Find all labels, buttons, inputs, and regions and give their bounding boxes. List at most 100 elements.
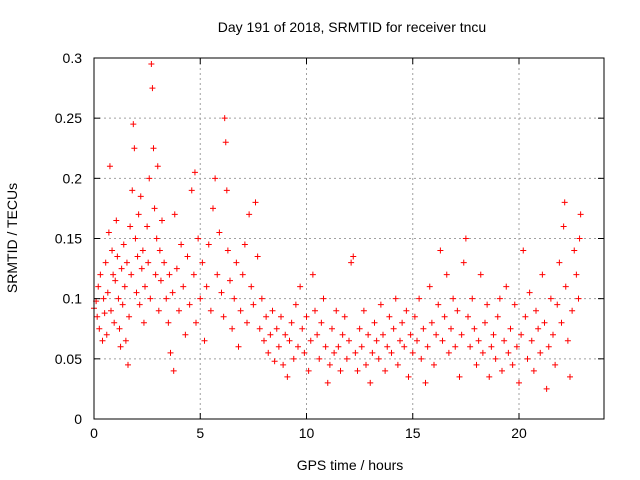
data-point: [454, 307, 461, 314]
data-point: [564, 337, 571, 344]
data-point: [418, 355, 425, 362]
data-point: [307, 337, 314, 344]
data-point: [116, 325, 123, 332]
data-point: [104, 289, 111, 296]
data-point: [575, 295, 582, 302]
data-point: [224, 247, 231, 254]
data-points: [91, 61, 584, 392]
data-point: [132, 235, 139, 242]
data-point: [460, 259, 467, 266]
data-point: [221, 115, 228, 122]
data-point: [131, 145, 138, 152]
data-point: [205, 241, 212, 248]
data-point: [499, 367, 505, 374]
data-point: [511, 301, 518, 308]
data-point: [216, 229, 223, 236]
data-point: [399, 319, 406, 326]
data-point: [210, 205, 216, 212]
data-point: [573, 271, 580, 278]
x-tick-label: 0: [90, 425, 98, 441]
data-point: [479, 349, 486, 356]
data-point: [169, 289, 176, 296]
data-point: [161, 259, 168, 266]
data-point: [401, 343, 408, 350]
data-point: [151, 205, 158, 212]
data-point: [507, 325, 514, 332]
data-point: [95, 283, 102, 290]
data-point: [373, 337, 380, 344]
grid-lines: [94, 58, 604, 419]
data-point: [503, 283, 510, 290]
data-point: [123, 259, 130, 266]
data-point: [159, 217, 165, 224]
data-point: [494, 313, 501, 320]
data-point: [292, 301, 299, 308]
data-point: [550, 331, 556, 338]
data-point: [448, 325, 454, 332]
data-point: [482, 319, 488, 326]
data-point: [246, 211, 253, 218]
data-point: [541, 319, 548, 326]
data-point: [437, 247, 444, 254]
data-point: [375, 355, 382, 362]
data-point: [109, 247, 116, 254]
data-point: [320, 295, 327, 302]
data-point: [348, 259, 355, 266]
data-point: [254, 253, 261, 260]
data-point: [145, 259, 152, 266]
data-point: [382, 367, 389, 374]
data-point: [539, 271, 546, 278]
data-point: [484, 301, 491, 308]
data-point: [337, 367, 344, 374]
data-point: [278, 313, 284, 320]
y-tick-label: 0.15: [55, 231, 82, 247]
data-point: [324, 379, 331, 386]
data-point: [112, 277, 119, 284]
data-point: [146, 175, 153, 182]
data-point: [518, 331, 525, 338]
data-point: [134, 253, 141, 260]
data-point: [356, 325, 363, 332]
data-point: [218, 289, 225, 296]
data-point: [129, 187, 136, 194]
data-point: [462, 235, 469, 242]
data-point: [561, 199, 568, 206]
data-point: [533, 307, 539, 314]
data-point: [147, 295, 154, 302]
data-point: [139, 247, 146, 254]
data-point: [157, 277, 164, 284]
data-point: [526, 289, 533, 296]
data-point: [486, 373, 493, 380]
data-point: [409, 349, 416, 356]
data-point: [269, 307, 276, 314]
data-point: [126, 313, 133, 320]
data-point: [388, 349, 395, 356]
data-point: [571, 247, 578, 254]
data-point: [133, 289, 140, 296]
y-tick-label: 0.3: [63, 50, 83, 66]
data-point: [135, 211, 142, 218]
data-point: [367, 379, 374, 386]
data-point: [195, 235, 202, 242]
data-point: [256, 325, 263, 332]
data-point: [450, 295, 457, 302]
data-point: [105, 229, 112, 236]
data-point: [576, 235, 583, 242]
data-point: [509, 361, 516, 368]
data-point: [241, 241, 248, 248]
data-point: [214, 271, 221, 278]
data-point: [414, 337, 420, 344]
data-point: [535, 325, 542, 332]
data-point: [288, 319, 295, 326]
data-point: [445, 349, 452, 356]
data-point: [443, 271, 450, 278]
data-point: [235, 343, 242, 350]
data-point: [516, 379, 522, 386]
data-point: [554, 301, 561, 308]
data-point: [326, 361, 333, 368]
data-point: [165, 319, 172, 326]
data-point: [273, 325, 280, 332]
data-point: [567, 373, 573, 380]
data-point: [341, 313, 348, 320]
